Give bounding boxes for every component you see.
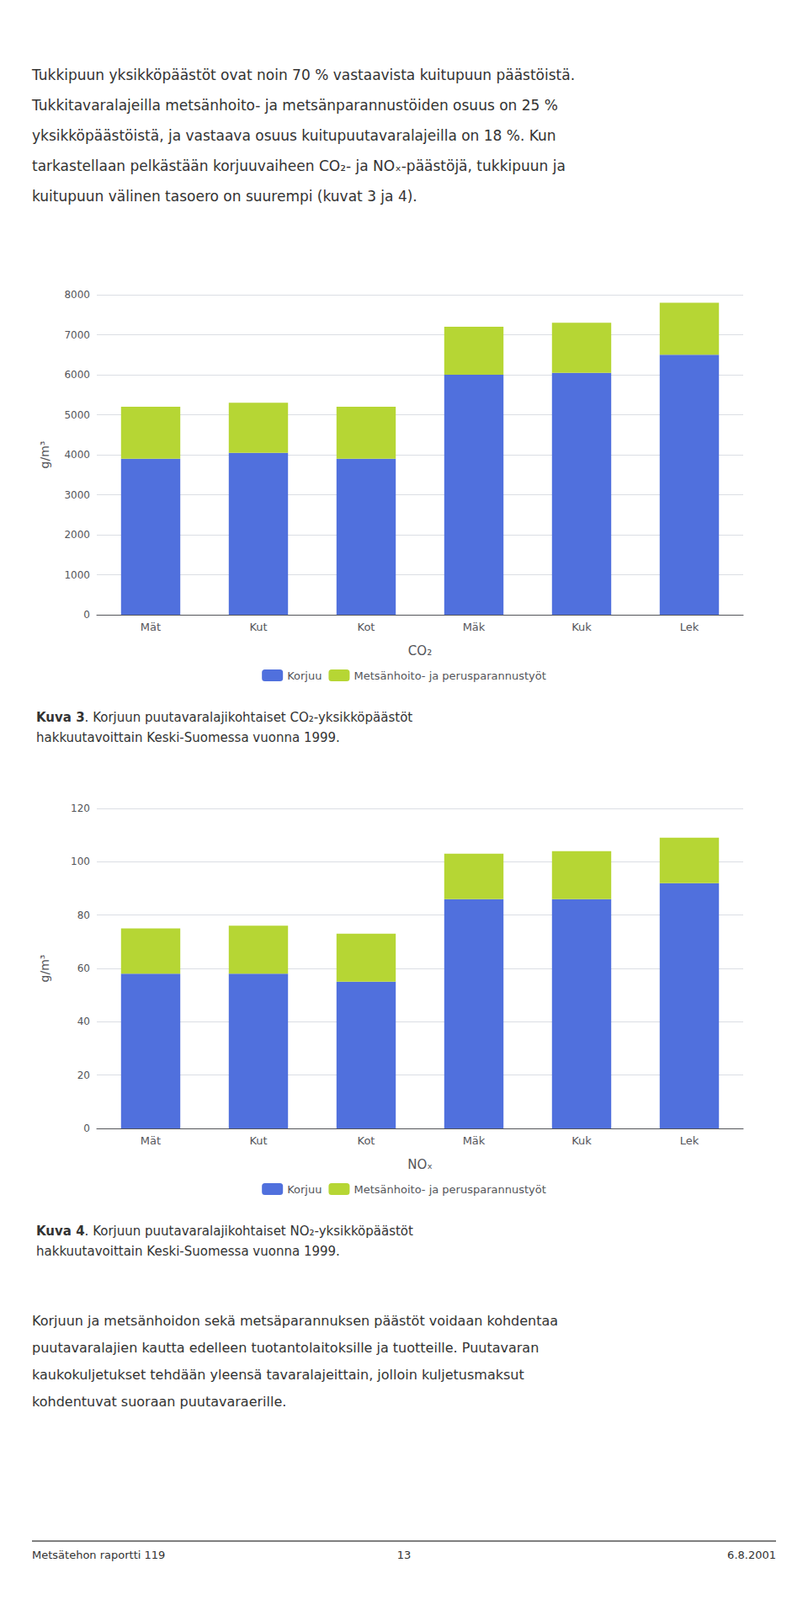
svg-text:tarkastellaan pelkästään korju: tarkastellaan pelkästään korjuuvaiheen C…	[31, 157, 566, 175]
svg-text:Kot: Kot	[357, 1133, 376, 1147]
svg-text:Metsänhoito- ja perusparannust: Metsänhoito- ja perusparannustyöt	[353, 1182, 546, 1196]
svg-text:Mät: Mät	[140, 620, 161, 633]
svg-text:20: 20	[77, 1068, 91, 1081]
svg-text:Kut: Kut	[249, 620, 267, 633]
svg-text:g/m³: g/m³	[37, 954, 52, 983]
svg-text:Kot: Kot	[357, 620, 376, 633]
svg-text:Kuva 4: Kuva 4	[36, 1222, 86, 1239]
svg-text:Metsänhoito- ja perusparannust: Metsänhoito- ja perusparannustyöt	[353, 669, 546, 682]
svg-text:Lek: Lek	[680, 620, 700, 633]
svg-text:Kuk: Kuk	[571, 620, 592, 633]
svg-text:CO₂: CO₂	[408, 643, 432, 659]
svg-text:7000: 7000	[63, 329, 91, 341]
svg-text:Mäk: Mäk	[462, 620, 486, 633]
svg-text:13: 13	[397, 1547, 412, 1561]
svg-text:Lek: Lek	[680, 1133, 700, 1147]
svg-text:8000: 8000	[63, 288, 91, 301]
svg-text:Mäk: Mäk	[462, 1133, 486, 1147]
svg-text:kohdentuvat suoraan puutavarae: kohdentuvat suoraan puutavaraerille.	[31, 1392, 287, 1409]
svg-text:6000: 6000	[63, 368, 91, 381]
svg-text:Mät: Mät	[140, 1133, 161, 1147]
svg-text:. Korjuun puutavaralajikohtais: . Korjuun puutavaralajikohtaiset CO₂-yks…	[85, 709, 414, 725]
svg-text:60: 60	[77, 962, 91, 974]
svg-text:hakkuutavoittain Keski-Suomess: hakkuutavoittain Keski-Suomessa vuonna 1…	[36, 729, 341, 745]
svg-text:5000: 5000	[63, 409, 91, 421]
svg-text:kaukokuljetukset tehdään yleen: kaukokuljetukset tehdään yleensä tavaral…	[31, 1366, 525, 1383]
svg-text:Korjuun ja metsänhoidon sekä m: Korjuun ja metsänhoidon sekä metsäparann…	[31, 1312, 559, 1329]
svg-text:hakkuutavoittain Keski-Suomess: hakkuutavoittain Keski-Suomessa vuonna 1…	[36, 1243, 341, 1259]
svg-text:puutavaralajien kautta edellee: puutavaralajien kautta edelleen tuotanto…	[31, 1339, 539, 1356]
svg-text:100: 100	[70, 855, 91, 867]
svg-text:Tukkipuun yksikköpäästöt ovat: Tukkipuun yksikköpäästöt ovat noin 70 % …	[31, 66, 575, 84]
svg-text:6.8.2001: 6.8.2001	[727, 1547, 777, 1561]
svg-text:4000: 4000	[63, 448, 91, 461]
svg-text:Korjuu: Korjuu	[287, 669, 322, 682]
svg-text:0: 0	[83, 1121, 91, 1134]
svg-text:g/m³: g/m³	[37, 441, 52, 469]
svg-text:3000: 3000	[63, 489, 91, 501]
svg-text:40: 40	[77, 1015, 91, 1027]
svg-text:120: 120	[70, 802, 91, 814]
svg-text:1000: 1000	[63, 568, 91, 581]
svg-text:2000: 2000	[63, 528, 91, 541]
svg-text:Tukkitavaralajeilla metsänhoit: Tukkitavaralajeilla metsänhoito- ja mets…	[31, 96, 559, 114]
svg-text:. Korjuun puutavaralajikohtais: . Korjuun puutavaralajikohtaiset NO₂-yks…	[85, 1222, 414, 1239]
svg-text:Kuva 3: Kuva 3	[36, 709, 86, 725]
svg-text:Korjuu: Korjuu	[287, 1182, 322, 1196]
svg-text:Kut: Kut	[249, 1133, 267, 1147]
svg-text:0: 0	[83, 608, 91, 621]
svg-text:Kuk: Kuk	[571, 1133, 592, 1147]
svg-text:yksikköpäästöistä, ja vastaava: yksikköpäästöistä, ja vastaava osuus kui…	[31, 127, 557, 144]
svg-text:80: 80	[77, 909, 91, 921]
svg-text:NOₓ: NOₓ	[407, 1156, 433, 1172]
svg-text:kuitupuun välinen tasoero on s: kuitupuun välinen tasoero on suurempi (k…	[31, 187, 418, 205]
svg-text:Metsätehon raportti 119: Metsätehon raportti 119	[31, 1547, 165, 1561]
